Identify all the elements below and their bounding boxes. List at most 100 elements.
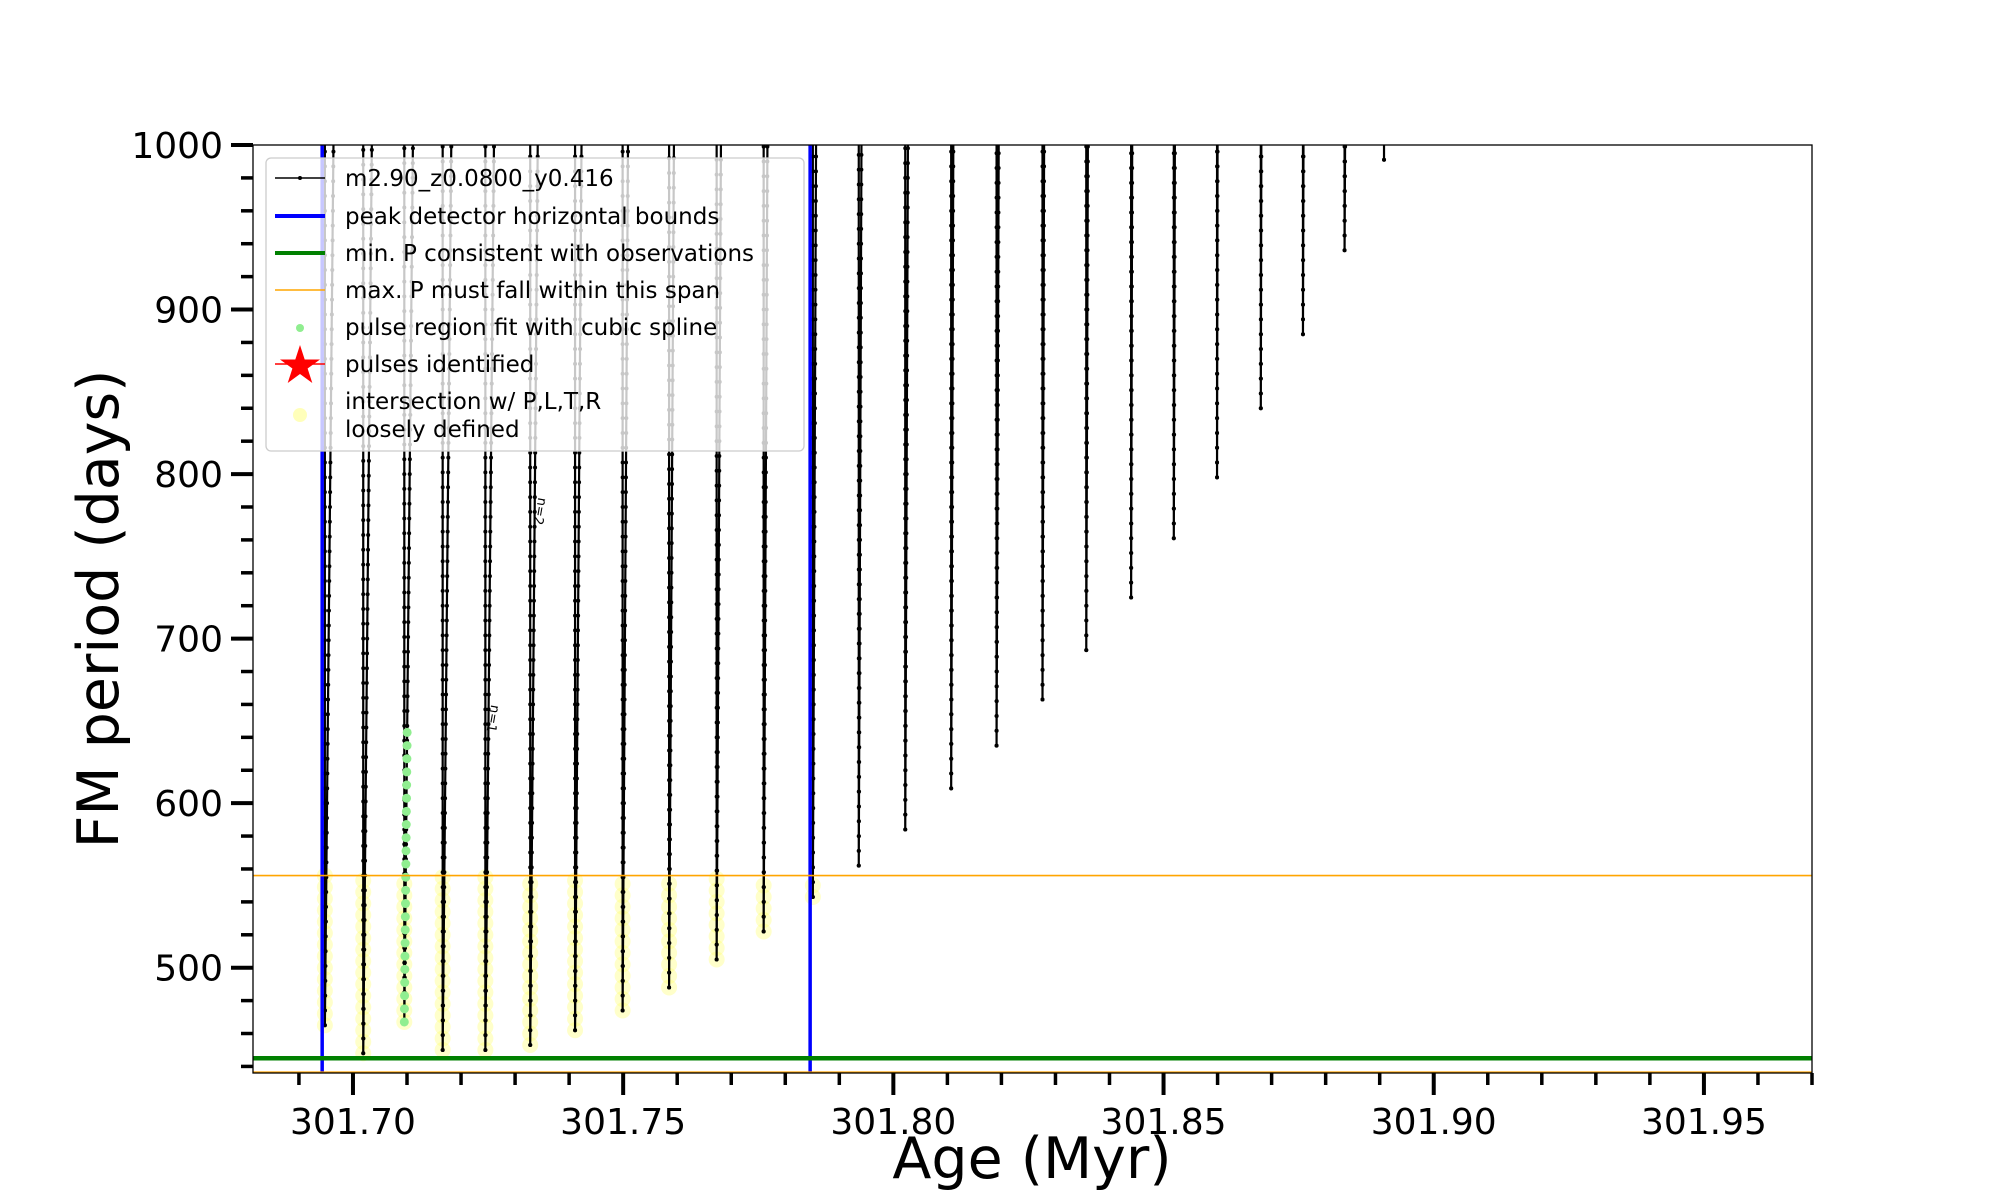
y-tick-label: 500 [154,949,223,990]
track-point [623,475,628,480]
track-point [444,677,449,682]
track-point [483,633,488,638]
track-point [1215,253,1220,258]
track-point [442,855,447,860]
track-point [1215,208,1220,213]
track-point [528,480,533,485]
track-point [361,755,366,760]
track-point [857,745,862,750]
track-point [528,717,533,722]
track-point [1084,485,1089,490]
track-point [1041,401,1046,406]
track-point [1041,297,1046,302]
track-point [489,455,494,460]
track-point [1085,337,1090,342]
track-point [361,518,366,523]
track-point [485,855,490,860]
track-point [323,934,328,939]
track-point [761,870,766,875]
track-point [762,825,767,830]
track-point [1129,477,1134,482]
spline-point [400,964,410,974]
track-point [1342,174,1347,179]
track-point [857,641,862,646]
spline-point [400,899,410,909]
track-point [573,909,578,914]
track-point [445,500,450,505]
track-point [716,661,721,666]
track-point [532,569,537,574]
track-point [716,690,721,695]
track-point [325,712,330,717]
track-point [405,649,410,654]
track-point [620,549,625,554]
track-point [531,628,536,633]
track-point [810,865,815,870]
track-point [995,373,1000,378]
track-point [443,736,448,741]
track-point [361,1036,366,1041]
track-point [441,959,446,964]
legend-dot-icon [293,408,307,422]
track-point [528,613,533,618]
track-point [364,740,369,745]
track-point [812,495,817,500]
track-point [573,598,578,603]
track-point [667,970,672,975]
track-point [668,792,673,797]
track-point [668,659,673,664]
track-point [406,560,411,565]
track-point [1215,149,1220,154]
track-point [483,145,488,149]
track-point [577,465,582,470]
track-point [811,820,816,825]
track-point [1342,233,1347,238]
track-point [402,664,407,669]
track-point [667,511,672,516]
track-point [365,636,370,641]
pulse-track [857,145,863,866]
legend-label: min. P consistent with observations [345,241,754,267]
track-point [1129,343,1134,348]
track-point [811,732,816,737]
track-point [1301,272,1306,277]
legend-label: pulse region fit with cubic spline [345,315,717,341]
track-point [574,791,579,796]
track-point [483,662,488,667]
track-point [324,890,329,895]
track-point [1130,166,1135,171]
track-point [667,467,672,472]
track-point [670,452,675,457]
track-point [1040,653,1045,658]
track-point [905,161,910,166]
track-point [1215,430,1220,435]
track-point [1085,277,1090,282]
track-point [857,774,862,779]
track-point [440,662,445,667]
track-point [483,722,488,727]
plot-area: n=1 n=2 [253,145,1812,1073]
track-point [1258,317,1263,322]
track-point [1085,159,1090,164]
track-point [361,562,366,567]
track-point [1301,213,1306,218]
track-point [668,704,673,709]
track-point [813,376,818,381]
track-point [529,909,534,914]
track-point [1342,189,1347,194]
track-point [762,811,767,816]
track-point [1130,210,1135,215]
track-point [573,495,578,500]
track-point [443,707,448,712]
track-point [575,687,580,692]
track-point [763,588,768,593]
track-point [575,746,580,751]
track-point [1215,282,1220,287]
track-point [574,850,579,855]
track-point [1085,189,1090,194]
y-tick-label: 600 [154,784,223,825]
track-point [326,623,331,628]
track-point [950,342,955,347]
track-point [622,712,627,717]
track-point [1172,417,1177,422]
